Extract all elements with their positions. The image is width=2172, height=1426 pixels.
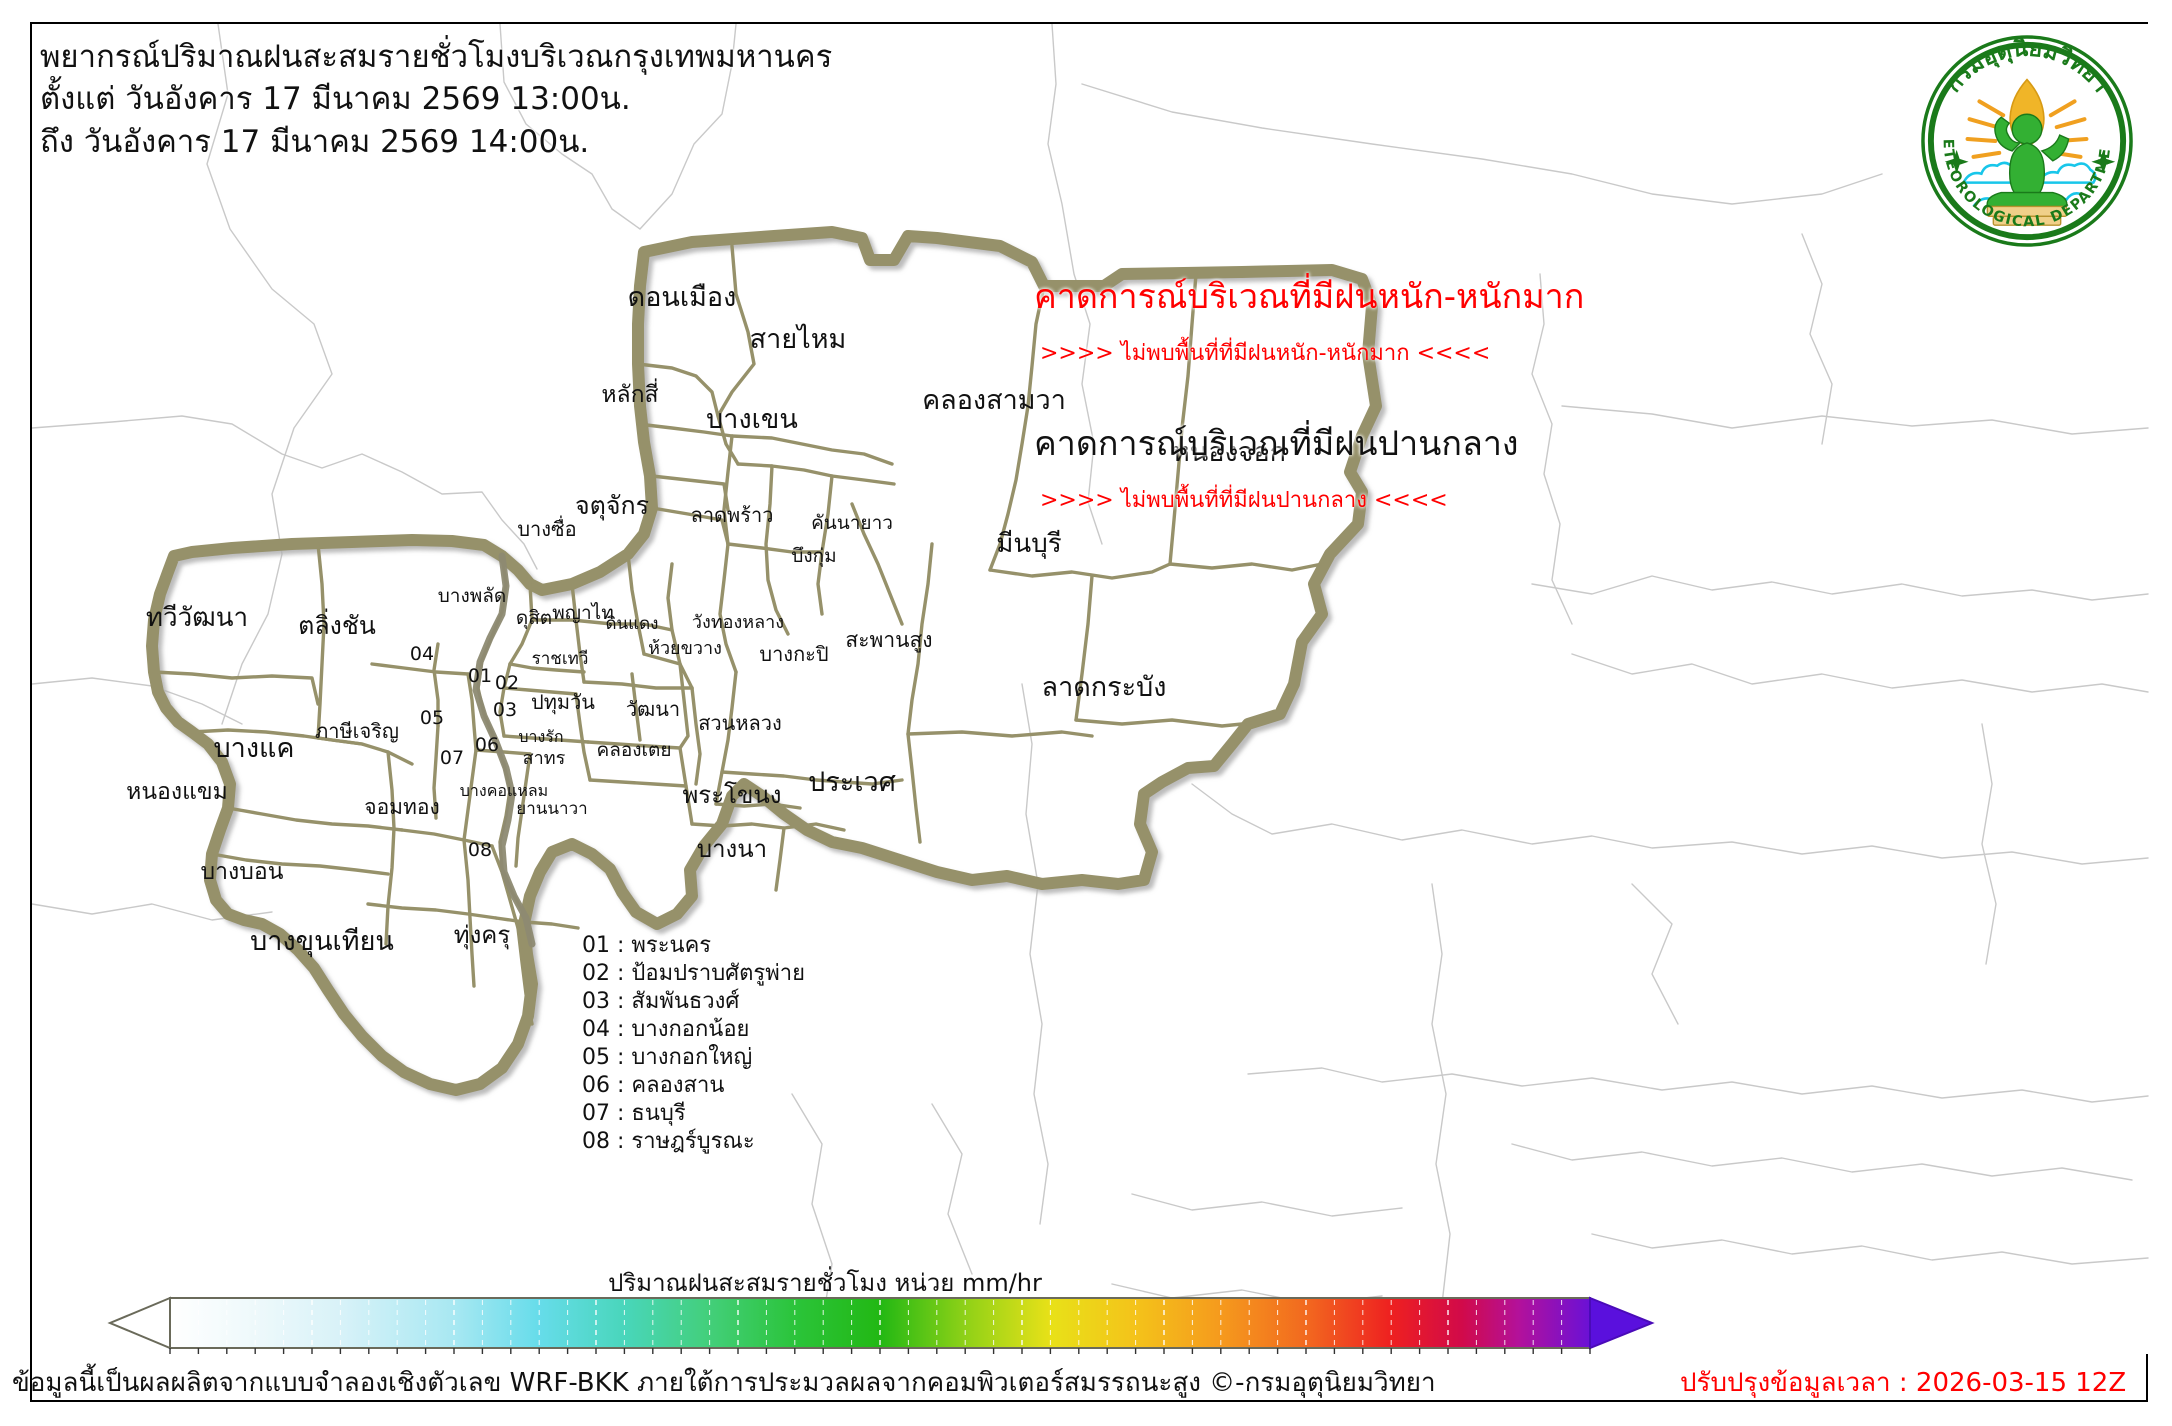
district-label: บางกะปิ	[759, 642, 828, 666]
district-number-label: 02	[495, 672, 519, 694]
district-label: ดอนเมือง	[628, 282, 737, 313]
district-label: ลาดกระบัง	[1042, 672, 1167, 703]
district-label: ลาดพร้าว	[691, 503, 774, 527]
district-number-label: 01	[468, 665, 492, 687]
footer-update-time: ปรับปรุงข้อมูลเวลา : 2026-03-15 12Z	[1680, 1368, 2127, 1398]
bangkok-outer-boundary	[146, 226, 1382, 1096]
background-province-lines	[32, 24, 2149, 1325]
district-label: พระโขนง	[682, 781, 781, 809]
forecast-summary-panel: คาดการณ์บริเวณที่มีฝนหนัก-หนักมาก >>>> ไ…	[1034, 269, 1694, 517]
district-label: ดินแดง	[606, 614, 659, 634]
district-label: บางคอแหลม	[460, 781, 548, 800]
district-label: คลองเตย	[596, 739, 671, 761]
district-label: จตุจักร	[575, 491, 649, 521]
district-number-label: 06	[475, 734, 499, 756]
district-label: สาทร	[523, 748, 566, 769]
district-label: บางซื่อ	[517, 515, 576, 541]
district-label: บางรัก	[518, 727, 563, 746]
colorbar-title: ปริมาณฝนสะสมรายชั่วโมง หน่วย mm/hr	[608, 1269, 1042, 1297]
star-icon	[1944, 149, 2116, 174]
district-code-legend: 01 : พระนคร 02 : ป้อมปราบศัตรูพ่าย 03 : สั…	[582, 932, 805, 1156]
district-code-row: 04 : บางกอกน้อย	[582, 1016, 750, 1042]
district-label: มีนบุรี	[996, 529, 1061, 559]
district-code-row: 07 : ธนบุรี	[582, 1100, 686, 1126]
district-label: สะพานสูง	[845, 628, 932, 653]
district-label: บางบอน	[201, 859, 284, 885]
district-label: ทุ่งครุ	[454, 921, 511, 950]
district-label: พญาไท	[552, 602, 613, 624]
title-line-3: ถึง วันอังคาร 17 มีนาคม 2569 14:00น.	[40, 123, 590, 160]
district-code-row: 05 : บางกอกใหญ่	[582, 1044, 753, 1070]
pedestal-icon	[1986, 205, 2068, 226]
heavy-rain-result: >>>> ไม่พบพื้นที่ที่มีฝนหนัก-หนักมาก <<<…	[1040, 341, 1491, 366]
district-label: คันนายาว	[811, 512, 893, 534]
district-label: บางเขน	[706, 404, 798, 435]
tmd-logo: กรมอุตุนิยมวิทยา METEOROLOGICAL DEPARTME…	[1918, 32, 2133, 247]
district-label: ดุสิต	[516, 607, 552, 630]
district-code-row: 01 : พระนคร	[582, 933, 712, 958]
moderate-rain-result: >>>> ไม่พบพื้นที่ที่มีฝนปานกลาง <<<<	[1040, 488, 1448, 513]
district-label: ห้วยขวาง	[648, 638, 722, 659]
district-label: ยานนาวา	[516, 799, 587, 819]
colorbar-left-arrow	[107, 1296, 171, 1350]
district-label: สายไหม	[750, 324, 847, 355]
district-label: บางนา	[697, 835, 767, 863]
district-label: ตลิ่งชัน	[298, 608, 376, 640]
map-frame: ดอนเมืองสายไหมหลักสี่บางเขน คลองสามวาหนอง…	[30, 22, 2150, 1381]
district-label: ประเวศ	[808, 767, 896, 798]
district-label: ภาษีเจริญ	[315, 719, 399, 743]
moderate-rain-heading: คาดการณ์บริเวณที่มีฝนปานกลาง	[1034, 424, 1519, 464]
title-line-2: ตั้งแต่ วันอังคาร 17 มีนาคม 2569 13:00น.	[40, 81, 631, 118]
footer-credit: ข้อมูลนี้เป็นผลผลิตจากแบบจำลองเชิงตัวเลข…	[12, 1368, 1436, 1398]
numbered-district-code-group: 04 01 02 03 05 06 07 08	[410, 643, 519, 861]
colorbar-right-arrow	[1589, 1296, 1655, 1350]
district-label: หลักสี่	[601, 378, 658, 408]
logo-inner-ring	[1927, 41, 2127, 241]
district-number-label: 08	[468, 839, 492, 861]
district-label: บางพลัด	[438, 585, 507, 607]
page-title: พยากรณ์ปริมาณฝนสะสมรายชั่วโมงบริเวณกรุงเ…	[40, 36, 832, 163]
district-subdivision-lines	[152, 244, 1324, 1026]
chao-phraya-river-line	[472, 552, 536, 948]
district-label: บางแค	[214, 733, 295, 764]
title-line-1: พยากรณ์ปริมาณฝนสะสมรายชั่วโมงบริเวณกรุงเ…	[40, 39, 833, 75]
district-number-label: 07	[440, 747, 464, 769]
district-label: คลองสามวา	[922, 385, 1066, 416]
district-label: วังทองหลาง	[692, 612, 784, 633]
district-code-row: 06 : คลองสาน	[582, 1072, 725, 1098]
district-number-label: 04	[410, 643, 434, 665]
district-label: วัฒนา	[626, 697, 680, 721]
district-label: จอมทอง	[364, 795, 439, 819]
district-label: ราชเทวี	[532, 649, 589, 669]
logo-outer-ring	[1921, 35, 2133, 247]
district-label: หนองจอก	[1172, 437, 1286, 468]
district-code-row: 02 : ป้อมปราบศัตรูพ่าย	[582, 960, 805, 986]
district-label: หนองแขม	[126, 779, 228, 805]
district-label: ทวีวัฒนา	[146, 603, 248, 633]
footer-frame	[30, 1354, 2148, 1402]
district-label: ปทุมวัน	[531, 690, 595, 715]
district-label: สวนหลวง	[698, 711, 782, 735]
district-code-row: 03 : สัมพันธวงศ์	[582, 988, 740, 1014]
district-number-label: 03	[493, 699, 517, 721]
district-number-label: 05	[420, 707, 444, 729]
district-label: บางขุนเทียน	[250, 926, 394, 958]
district-label: บึงกุ่ม	[791, 545, 836, 568]
district-code-row: 08 : ราษฎร์บูรณะ	[582, 1128, 755, 1154]
map-background	[32, 24, 2150, 1356]
heavy-rain-heading: คาดการณ์บริเวณที่มีฝนหนัก-หนักมาก	[1034, 277, 1585, 317]
